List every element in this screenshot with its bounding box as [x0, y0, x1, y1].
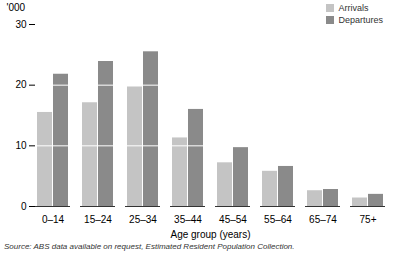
svg-text:25–34: 25–34: [129, 214, 157, 225]
svg-text:55–64: 55–64: [264, 214, 292, 225]
svg-text:75+: 75+: [360, 214, 377, 225]
svg-text:Age group (years): Age group (years): [170, 229, 250, 240]
html-text:Arrivals: Arrivals: [338, 3, 369, 13]
svg-text:30: 30: [15, 19, 27, 30]
svg-text:15–24: 15–24: [84, 214, 112, 225]
svg-text:0–14: 0–14: [42, 214, 65, 225]
svg-text:65–74: 65–74: [309, 214, 337, 225]
svg-text:'000: '000: [7, 2, 26, 13]
svg-text:0: 0: [21, 201, 27, 212]
svg-text:45–54: 45–54: [219, 214, 247, 225]
html-text:Departures: Departures: [338, 15, 383, 25]
svg-text:35–44: 35–44: [174, 214, 202, 225]
svg-text:20: 20: [15, 79, 27, 90]
html-text:Source: ABS data available on: Source: ABS data available on request, E…: [4, 242, 295, 251]
svg-text:10: 10: [15, 140, 27, 151]
